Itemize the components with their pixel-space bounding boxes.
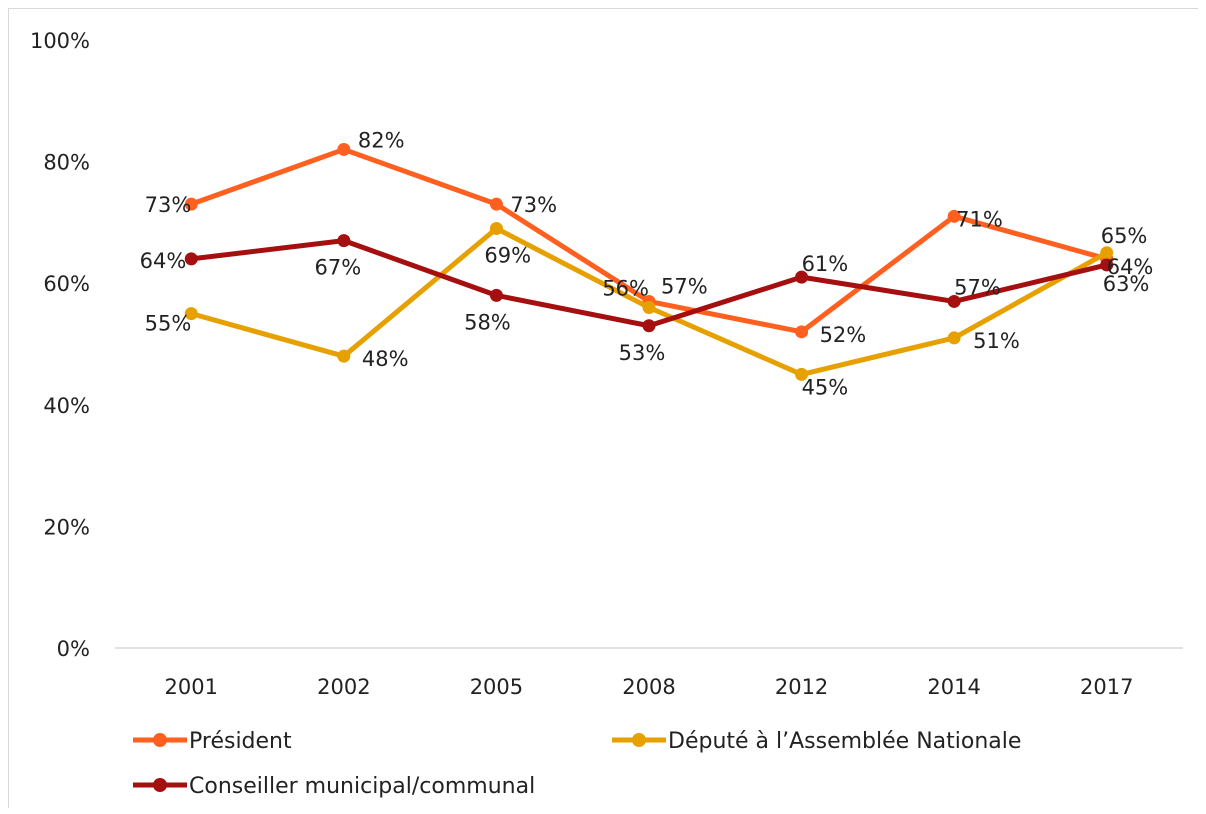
data-label: 69%: [484, 243, 531, 267]
data-point: [184, 197, 198, 211]
y-tick-label: 60%: [43, 272, 90, 296]
x-tick-label: 2008: [622, 675, 675, 699]
data-point: [947, 294, 961, 308]
y-tick-label: 80%: [43, 151, 90, 175]
data-point: [184, 307, 198, 321]
data-label: 56%: [602, 277, 649, 301]
data-point: [337, 142, 351, 156]
x-tick-label: 2002: [317, 675, 370, 699]
data-point: [489, 197, 503, 211]
data-point: [184, 252, 198, 266]
legend-label: Député à l’Assemblée Nationale: [668, 729, 1021, 754]
x-tick-label: 2017: [1080, 675, 1133, 699]
data-label: 64%: [140, 249, 187, 273]
data-label: 53%: [619, 341, 666, 365]
legend-label: Conseiller municipal/communal: [189, 774, 535, 799]
data-point: [795, 325, 809, 339]
data-label: 57%: [661, 274, 708, 298]
data-label: 45%: [802, 375, 849, 399]
data-label: 57%: [954, 275, 1001, 299]
data-label: 58%: [464, 310, 511, 334]
data-label: 63%: [1103, 272, 1150, 296]
y-tick-label: 20%: [43, 515, 90, 539]
legend-label: Président: [189, 729, 292, 754]
data-point: [1100, 258, 1114, 272]
data-label: 71%: [956, 207, 1003, 231]
data-label: 52%: [820, 323, 867, 347]
chart-frame: [8, 8, 1198, 808]
data-label: 61%: [802, 252, 849, 276]
legend-marker: [153, 778, 167, 792]
x-tick-label: 2014: [927, 675, 980, 699]
y-tick-label: 100%: [30, 29, 90, 53]
data-label: 51%: [973, 329, 1020, 353]
data-point: [1100, 246, 1114, 260]
data-point: [795, 367, 809, 381]
data-label: 55%: [145, 312, 192, 336]
legend-marker: [632, 733, 646, 747]
data-label: 65%: [1101, 224, 1148, 248]
data-point: [489, 221, 503, 235]
x-tick-label: 2005: [470, 675, 523, 699]
data-point: [947, 209, 961, 223]
data-point: [642, 301, 656, 315]
data-label: 73%: [510, 193, 557, 217]
data-label-layer: 73% 82% 73% 57% 52% 71% 64% 55% 48% 69% 56% 45% 51% 6…: [140, 128, 1154, 399]
axis-layer: 0% 20% 40% 60% 80% 100% 2001 2002 2005 2008 2012 20…: [30, 29, 1183, 699]
data-point: [947, 331, 961, 345]
data-point: [795, 270, 809, 284]
x-tick-label: 2001: [165, 675, 218, 699]
data-label: 82%: [358, 128, 405, 152]
data-point: [642, 319, 656, 333]
data-point: [337, 349, 351, 363]
series-layer: [184, 142, 1114, 381]
legend: Président Député à l’Assemblée Nationale C…: [133, 729, 1021, 799]
data-label: 73%: [145, 193, 192, 217]
data-point: [489, 288, 503, 302]
legend-marker: [153, 733, 167, 747]
data-label: 48%: [362, 347, 409, 371]
y-tick-label: 40%: [43, 394, 90, 418]
data-point: [337, 234, 351, 248]
data-label: 67%: [315, 256, 362, 280]
data-label: 64%: [1107, 255, 1154, 279]
x-tick-label: 2012: [775, 675, 828, 699]
y-tick-label: 0%: [57, 637, 90, 661]
